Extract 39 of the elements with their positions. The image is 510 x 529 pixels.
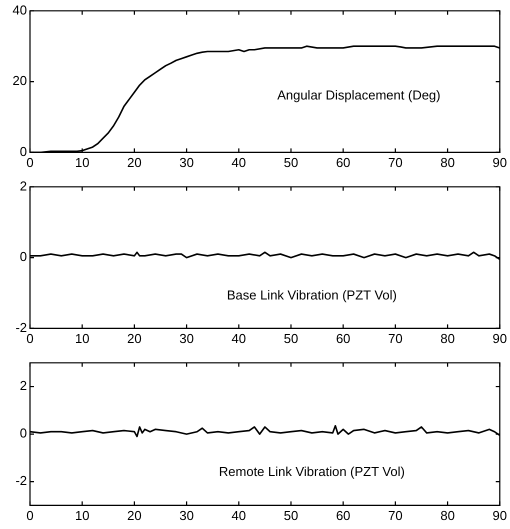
x-tick-label: 50	[284, 154, 298, 170]
x-tick-label: 80	[440, 154, 455, 170]
x-tick-label: 50	[284, 508, 298, 523]
x-tick-label: 20	[127, 154, 142, 170]
x-tick-label: 70	[388, 508, 403, 523]
y-tick-label: 2	[20, 378, 27, 394]
x-tick-label: 40	[232, 330, 246, 346]
x-tick-label: 10	[74, 508, 90, 523]
y-tick-label: 0	[20, 426, 27, 441]
annotation: Base Link Vibration (PZT Vol)	[226, 287, 397, 302]
annotation: Remote Link Vibration (PZT Vol)	[218, 464, 405, 480]
y-tick-label: 2	[20, 178, 27, 194]
x-tick-label: 90	[492, 154, 508, 170]
y-tick-label: -2	[15, 473, 27, 488]
x-tick-label: 60	[336, 330, 350, 346]
x-tick-label: 60	[336, 154, 350, 170]
x-tick-label: 10	[74, 154, 90, 170]
x-tick-label: 90	[492, 330, 508, 346]
x-tick-label: 30	[179, 154, 194, 170]
x-tick-label: 30	[179, 330, 194, 346]
annotation: Angular Displacement (Deg)	[277, 87, 440, 102]
x-tick-label: 80	[440, 508, 455, 523]
y-tick-label: 20	[12, 73, 27, 88]
x-tick-label: 40	[232, 154, 246, 170]
y-tick-label: -2	[15, 320, 27, 335]
y-tick-label: 0	[20, 144, 27, 159]
x-tick-label: 20	[127, 330, 142, 346]
x-tick-label: 50	[284, 330, 298, 346]
x-tick-label: 30	[179, 508, 194, 523]
x-tick-label: 90	[492, 508, 508, 523]
y-tick-label: 40	[12, 2, 27, 18]
x-tick-label: 60	[336, 508, 350, 523]
x-tick-label: 80	[440, 330, 455, 346]
x-tick-label: 40	[232, 508, 246, 523]
x-tick-label: 20	[127, 508, 142, 523]
x-tick-label: 70	[388, 154, 403, 170]
x-tick-label: 10	[74, 330, 90, 346]
y-tick-label: 0	[20, 249, 27, 264]
x-tick-label: 70	[388, 330, 403, 346]
